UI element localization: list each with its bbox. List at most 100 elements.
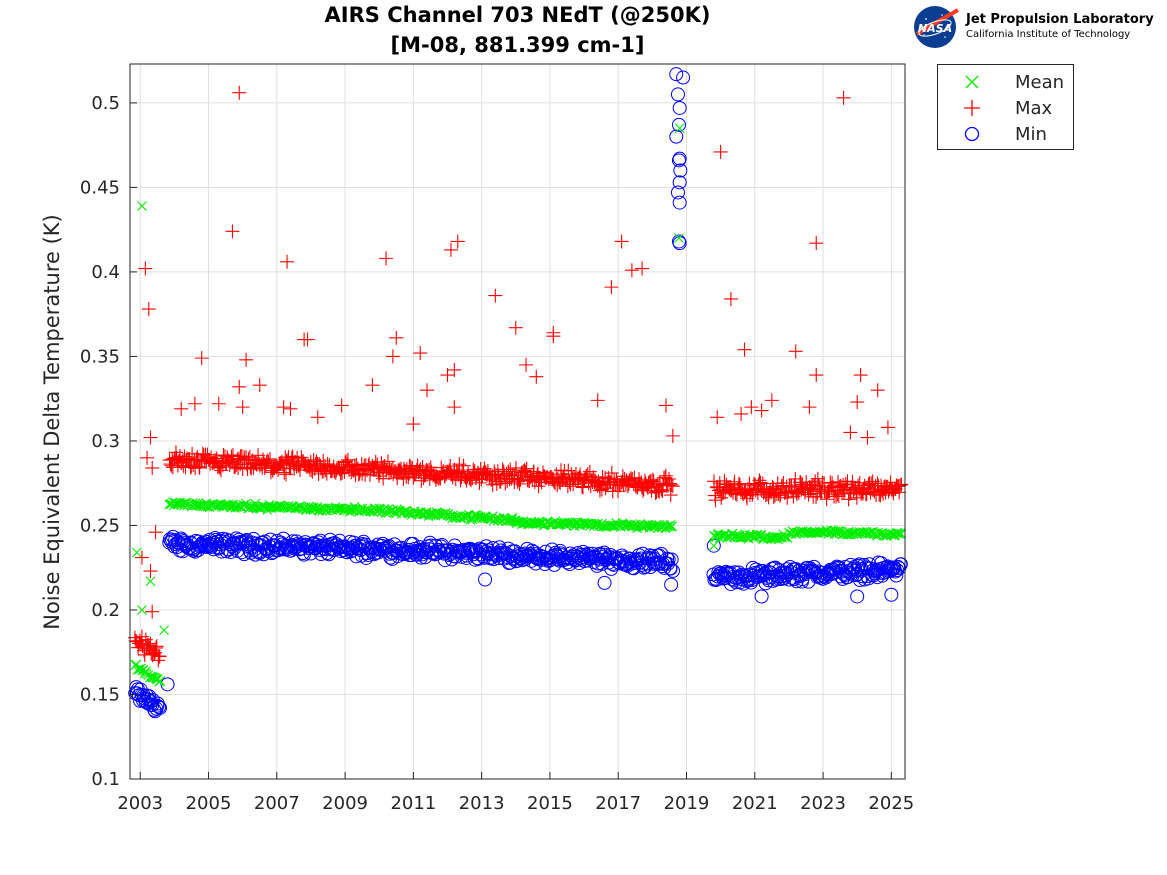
max-outlier-point <box>440 368 455 383</box>
mean-outlier-point <box>708 540 719 551</box>
max-point <box>663 476 678 491</box>
max-point <box>717 473 732 488</box>
mean-point <box>667 521 678 532</box>
min-point <box>152 700 167 715</box>
max-outlier-point <box>174 401 189 416</box>
min-point <box>488 547 503 562</box>
min-outlier-point <box>670 185 685 200</box>
max-point <box>580 467 595 482</box>
min-point <box>345 541 360 556</box>
min-outlier-point <box>672 195 687 210</box>
min-point <box>665 563 680 578</box>
max-point <box>652 484 667 499</box>
min-outlier-point <box>671 117 686 132</box>
y-tick-label: 0.15 <box>80 684 120 705</box>
min-outlier-point <box>676 70 691 85</box>
max-point <box>831 489 846 504</box>
max-outlier-point <box>624 263 639 278</box>
max-outlier-point <box>148 525 163 540</box>
legend-label-max: Max <box>1015 98 1053 119</box>
mean-point <box>780 531 791 542</box>
min-outlier-point <box>669 129 684 144</box>
min-point <box>147 702 162 717</box>
max-point <box>561 463 576 478</box>
x-marker-icon <box>965 75 979 89</box>
max-outlier-point <box>334 398 349 413</box>
min-point <box>771 569 786 584</box>
mean-outlier-point <box>145 576 156 587</box>
min-outlier-point <box>669 67 684 82</box>
max-point <box>262 451 277 466</box>
chart-title-line-2: [M-08, 881.399 cm-1] <box>390 33 645 57</box>
mean-outlier-point <box>674 123 685 134</box>
lab-name: Jet Propulsion Laboratory <box>966 12 1154 27</box>
max-outlier-point <box>488 288 503 303</box>
min-point <box>314 547 329 562</box>
max-outlier-point <box>853 368 868 383</box>
min-outlier-point <box>672 175 687 190</box>
mean-point <box>666 521 677 532</box>
max-outlier-point <box>239 352 254 367</box>
x-tick-label: 2017 <box>595 793 641 814</box>
min-point <box>789 562 804 577</box>
jpl-logo: NASA Jet Propulsion Laboratory Californi… <box>912 4 1162 50</box>
max-point <box>648 485 663 500</box>
min-point <box>663 561 678 576</box>
mean-point <box>375 504 386 514</box>
mean-point <box>844 529 855 540</box>
max-outlier-point <box>450 234 465 249</box>
x-tick-label: 2007 <box>254 793 300 814</box>
max-point <box>646 474 661 489</box>
max-point <box>755 476 770 491</box>
min-outlier-point <box>673 163 688 178</box>
max-outlier-point <box>134 550 149 565</box>
legend-swatch-min <box>964 126 980 142</box>
max-point <box>451 467 466 482</box>
max-outlier-point <box>850 395 865 410</box>
max-outlier-point <box>809 236 824 251</box>
y-tick-label: 0.1 <box>91 769 120 790</box>
min-outlier-point <box>478 572 493 587</box>
max-outlier-point <box>141 302 156 317</box>
x-tick-label: 2025 <box>868 793 914 814</box>
max-outlier-point <box>734 406 749 421</box>
max-point <box>753 475 768 490</box>
min-point <box>852 572 867 587</box>
max-outlier-point <box>665 428 680 443</box>
max-outlier-point <box>529 369 544 384</box>
max-point <box>517 463 532 478</box>
axis-ticks <box>130 102 892 780</box>
mean-point <box>735 532 745 543</box>
max-point <box>335 466 350 481</box>
max-point <box>845 474 860 489</box>
max-outlier-point <box>802 400 817 415</box>
max-point <box>519 461 534 476</box>
max-point <box>306 452 321 467</box>
max-point <box>376 471 391 486</box>
max-outlier-point <box>723 291 738 306</box>
max-outlier-point <box>737 342 752 357</box>
max-outlier-point <box>379 251 394 266</box>
data-marks <box>127 67 909 719</box>
max-point <box>151 649 166 664</box>
max-point <box>663 488 678 503</box>
mean-outlier-point <box>137 201 147 211</box>
mean-point <box>645 521 656 531</box>
max-point <box>752 473 767 488</box>
max-outlier-point <box>389 330 404 345</box>
max-outlier-point <box>659 398 674 413</box>
max-outlier-point <box>519 357 534 372</box>
max-point <box>819 492 834 507</box>
y-tick-label: 0.45 <box>80 177 120 198</box>
max-point <box>740 491 755 506</box>
max-point <box>878 485 893 500</box>
max-point <box>472 475 487 490</box>
max-point <box>477 461 492 476</box>
max-outlier-point <box>406 417 421 432</box>
y-axis-label: Noise Equivalent Delta Temperature (K) <box>40 214 64 630</box>
max-outlier-point <box>252 378 267 393</box>
legend-swatch-max <box>964 100 980 116</box>
max-outlier-point <box>870 383 885 398</box>
x-tick-label: 2019 <box>664 793 710 814</box>
max-point <box>272 456 287 471</box>
